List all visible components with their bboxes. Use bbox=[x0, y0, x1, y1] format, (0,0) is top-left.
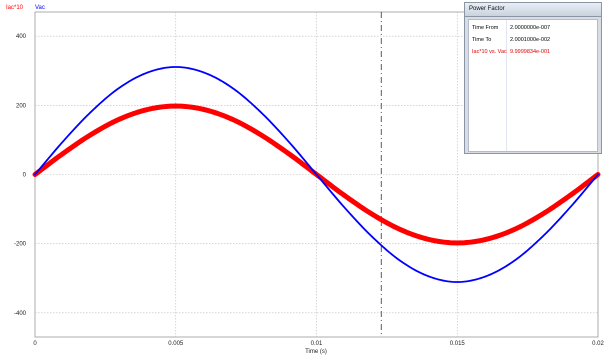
legend-entry-vac: Vac bbox=[35, 5, 45, 11]
x-axis-ticks: 0 0.005 0.01 0.015 0.02 bbox=[33, 341, 604, 347]
pf-row-time-to: Time To 2.0001000e-002 bbox=[469, 34, 597, 46]
series-line-vac bbox=[34, 66, 599, 283]
y-tick-label: 200 bbox=[16, 103, 27, 109]
pf-label-time-from: Time From bbox=[472, 25, 499, 31]
power-factor-panel[interactable]: Power Factor Time From 2.0000000e-007 Ti… bbox=[464, 2, 602, 154]
power-factor-table: Time From 2.0000000e-007 Time To 2.00010… bbox=[468, 19, 598, 152]
pf-label-time-to: Time To bbox=[472, 37, 492, 43]
y-tick-label: 0 bbox=[23, 173, 27, 179]
y-axis-ticks: -400 -200 0 200 400 bbox=[14, 34, 27, 317]
y-tick-label: 400 bbox=[16, 34, 27, 40]
pf-value-result: 9.9999834e-001 bbox=[510, 49, 551, 55]
x-tick-label: 0.02 bbox=[592, 341, 604, 347]
legend-entry-iac: Iac*10 bbox=[6, 5, 24, 11]
pf-row-result: Iac*10 vs. Vac 9.9999834e-001 bbox=[469, 46, 597, 58]
y-tick-label: -400 bbox=[14, 311, 27, 317]
pf-label-result: Iac*10 vs. Vac bbox=[472, 49, 507, 55]
power-factor-title: Power Factor bbox=[465, 3, 601, 17]
y-tick-label: -200 bbox=[14, 242, 27, 248]
x-axis-label: Time (s) bbox=[305, 349, 327, 355]
x-tick-label: 0.015 bbox=[450, 341, 466, 347]
column-divider bbox=[506, 20, 507, 151]
x-tick-label: 0.005 bbox=[168, 341, 184, 347]
pf-value-time-to: 2.0001000e-002 bbox=[510, 37, 551, 43]
pf-value-time-from: 2.0000000e-007 bbox=[510, 25, 551, 31]
pf-row-time-from: Time From 2.0000000e-007 bbox=[469, 22, 597, 34]
x-tick-label: 0.01 bbox=[311, 341, 323, 347]
grid-lines bbox=[35, 12, 598, 337]
x-tick-label: 0 bbox=[33, 341, 37, 347]
